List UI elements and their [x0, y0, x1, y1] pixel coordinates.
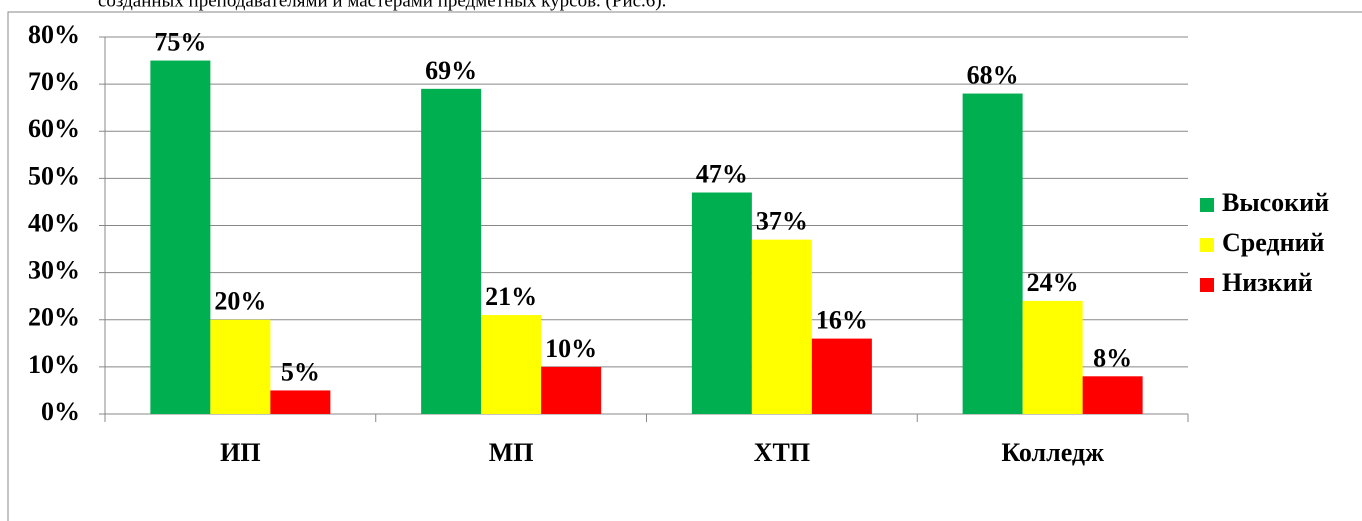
data-label: 20%: [214, 287, 266, 316]
bar: [541, 366, 602, 414]
bar: [751, 239, 812, 414]
y-tick-label: 10%: [28, 350, 80, 379]
caption: созданных преподавателями и мастерами пр…: [98, 0, 666, 11]
bar: [421, 88, 482, 415]
chart-frame: [7, 11, 1362, 521]
bar: [1022, 300, 1083, 414]
bar: [962, 93, 1023, 415]
x-tick-label: ИП: [220, 438, 260, 467]
data-label: 75%: [154, 28, 206, 57]
x-tick-label: ХТП: [754, 438, 810, 467]
y-tick-label: 0%: [41, 397, 80, 426]
y-tick-label: 40%: [28, 208, 80, 237]
legend-swatch: [1200, 278, 1214, 292]
data-label: 47%: [696, 159, 748, 188]
legend-label: Высокий: [1222, 188, 1329, 217]
y-tick-label: 70%: [28, 67, 80, 96]
data-label: 37%: [756, 207, 808, 236]
y-tick-label: 60%: [28, 114, 80, 143]
bar: [210, 319, 271, 414]
bar: [691, 192, 752, 414]
bar: [481, 315, 542, 414]
data-label: 16%: [816, 306, 868, 335]
bar: [811, 338, 872, 414]
data-label: 68%: [967, 61, 1019, 90]
data-label: 8%: [1093, 343, 1132, 372]
data-label: 10%: [545, 334, 597, 363]
legend-label: Низкий: [1222, 268, 1313, 297]
data-label: 69%: [425, 56, 477, 85]
x-tick-label: Колледж: [1001, 438, 1104, 467]
legend-swatch: [1200, 238, 1214, 252]
data-label: 24%: [1027, 268, 1079, 297]
legend-label: Средний: [1222, 228, 1325, 257]
data-label: 5%: [281, 357, 320, 386]
bar: [150, 60, 211, 414]
y-tick-label: 80%: [28, 20, 80, 49]
x-tick-label: МП: [489, 438, 534, 467]
y-tick-label: 50%: [28, 161, 80, 190]
legend-swatch: [1200, 198, 1214, 212]
y-tick-label: 30%: [28, 256, 80, 285]
bar: [1082, 376, 1143, 414]
bar: [270, 390, 331, 414]
y-tick-label: 20%: [28, 303, 80, 332]
data-label: 21%: [485, 282, 537, 311]
